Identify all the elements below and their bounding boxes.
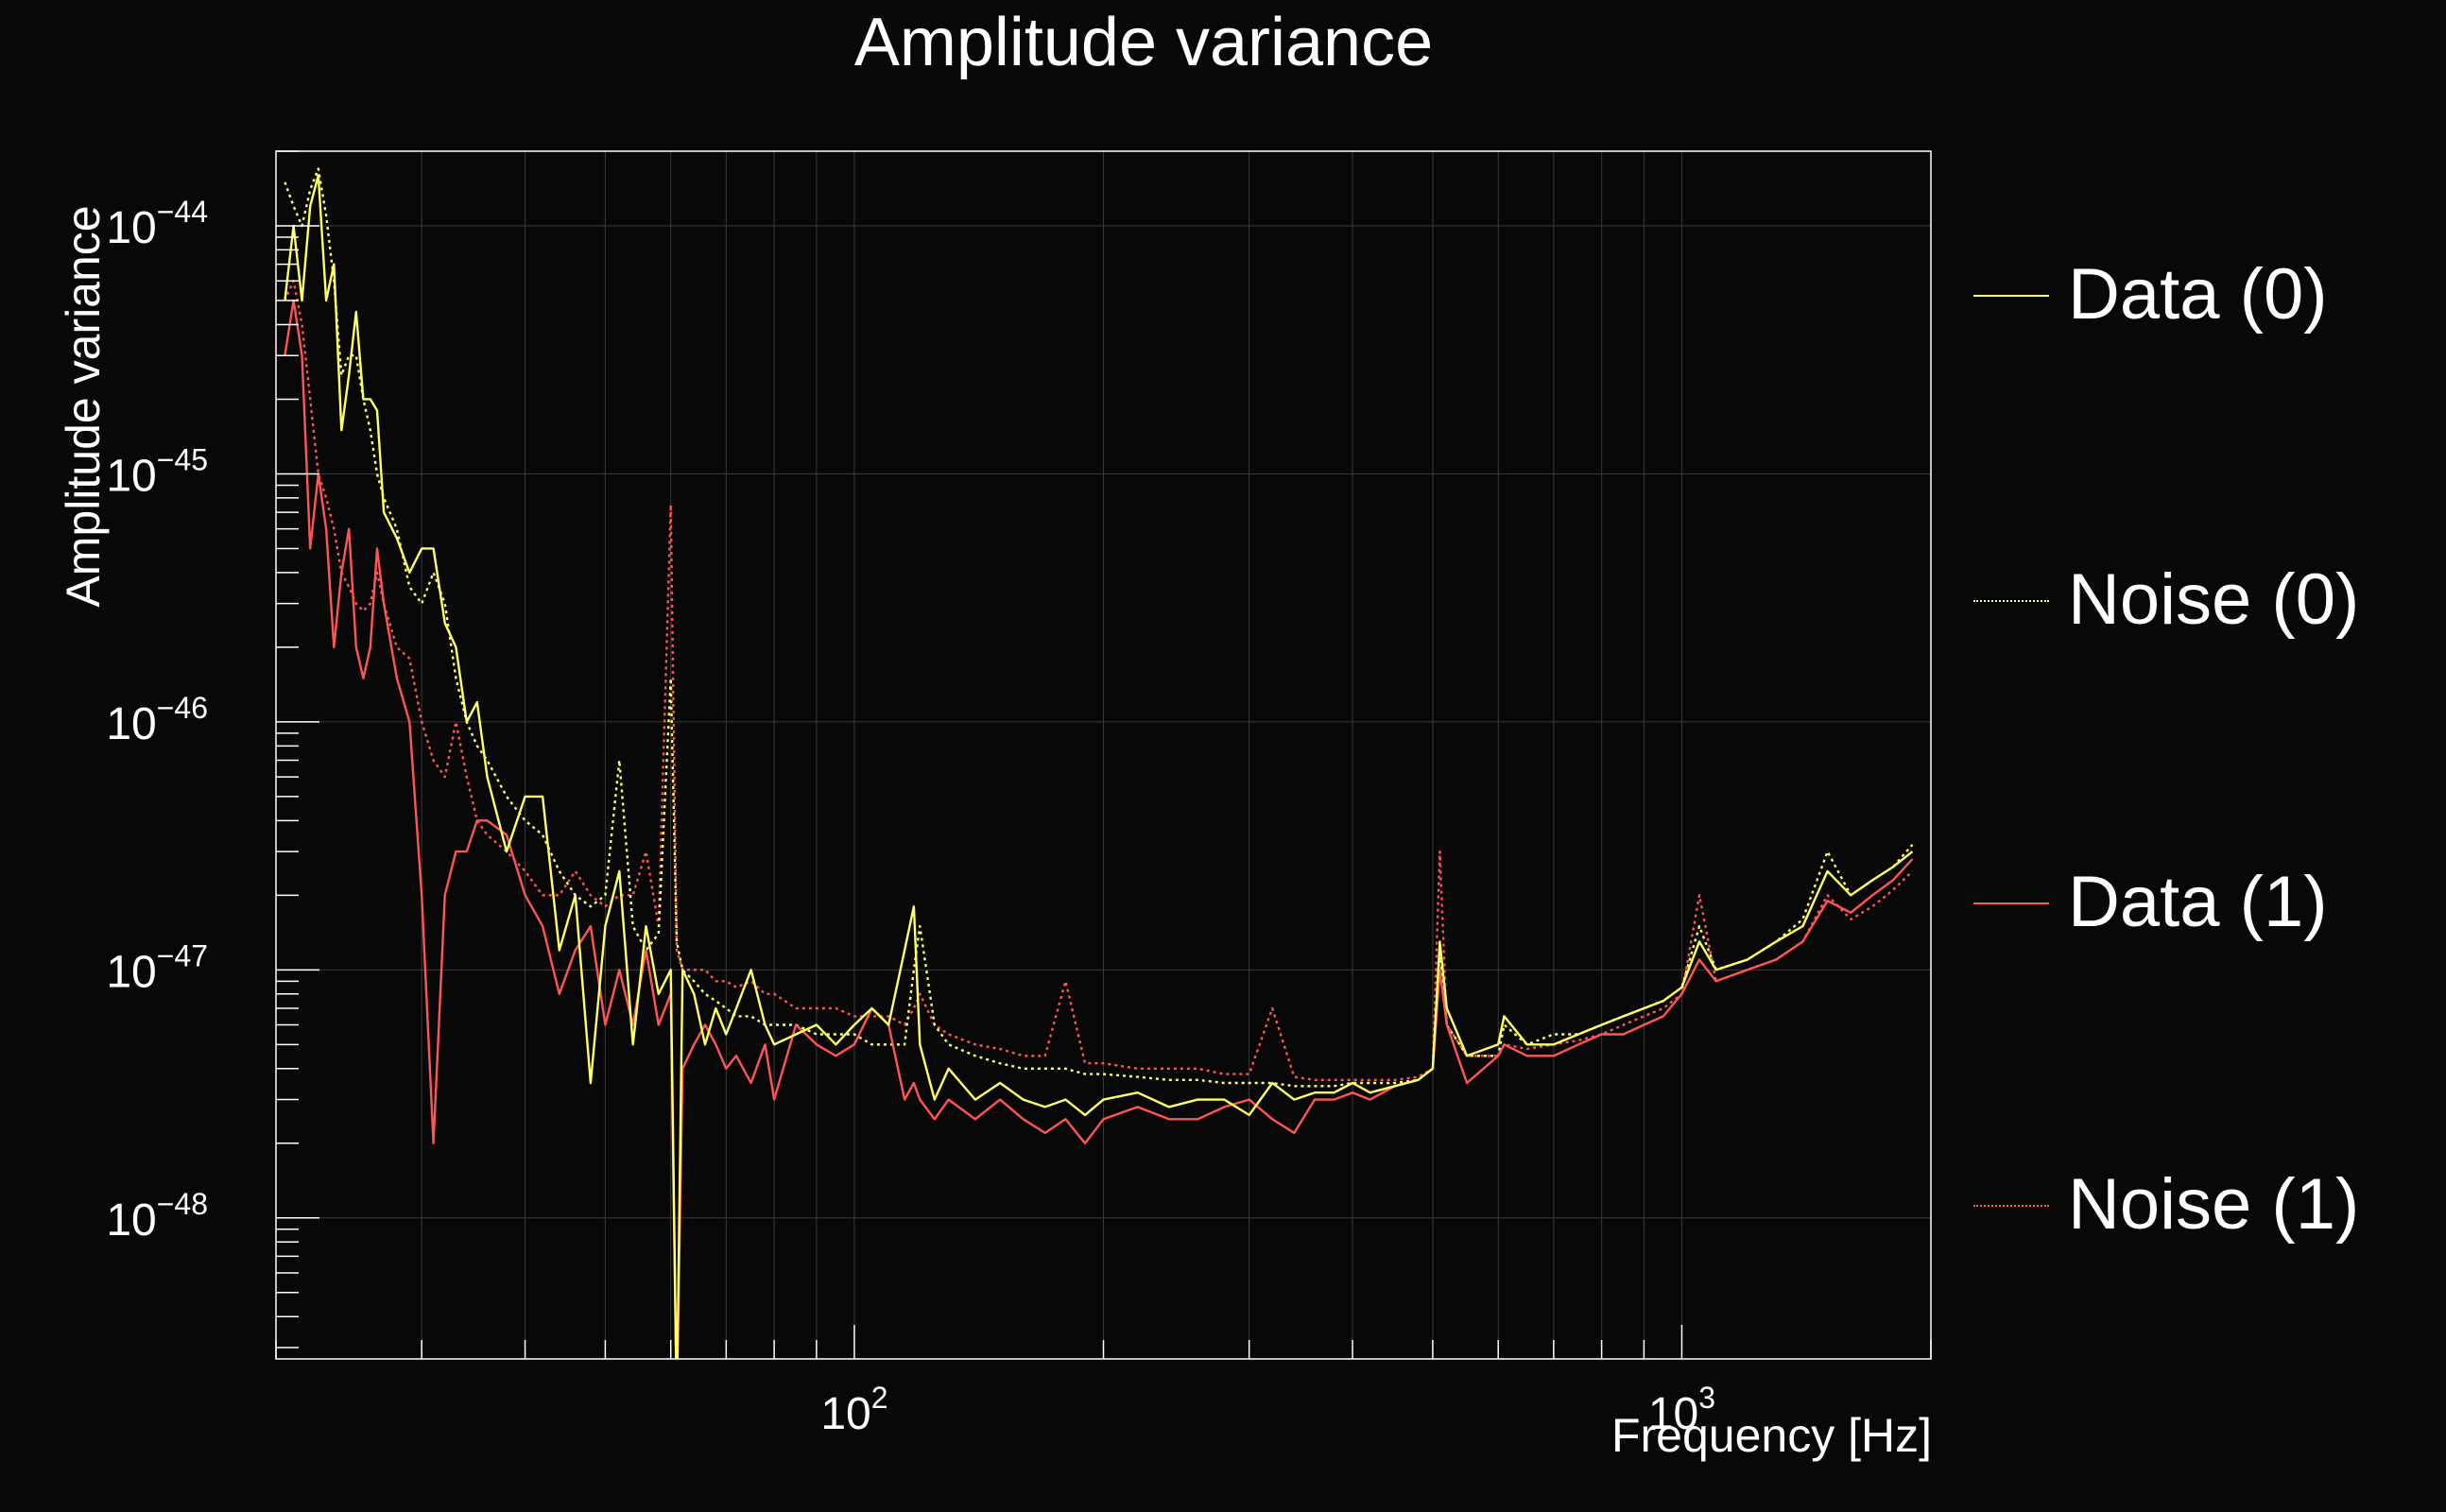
chart-title: Amplitude variance bbox=[853, 5, 1434, 80]
y-tick-label: 10−48 bbox=[106, 1187, 208, 1246]
legend-label-noise-1: Noise (1) bbox=[2068, 1164, 2360, 1245]
legend-swatch-noise-0 bbox=[1973, 600, 2049, 602]
series-layer bbox=[284, 167, 1914, 1359]
x-tick-label: 102 bbox=[820, 1381, 887, 1439]
x-axis-label: Frequency [Hz] bbox=[1611, 1409, 1932, 1462]
y-tick-label: 10−44 bbox=[106, 195, 208, 253]
legend-item-data-1: Data (1) bbox=[1973, 846, 2427, 959]
y-tick-label: 10−45 bbox=[106, 442, 208, 501]
legend-swatch-data-0 bbox=[1973, 295, 2049, 297]
legend-swatch-noise-1 bbox=[1973, 1205, 2049, 1207]
y-axis-label: Amplitude variance bbox=[57, 205, 110, 608]
y-tick-label: 10−47 bbox=[106, 938, 208, 997]
legend-item-noise-1: Noise (1) bbox=[1973, 1148, 2427, 1262]
x-tick-label: 103 bbox=[1648, 1381, 1715, 1439]
legend-label-data-0: Data (0) bbox=[2068, 254, 2328, 335]
series-line-data-0 bbox=[284, 174, 1914, 1359]
legend-item-noise-0: Noise (0) bbox=[1973, 543, 2427, 657]
legend-label-data-1: Data (1) bbox=[2068, 862, 2328, 942]
y-tick-label: 10−46 bbox=[106, 691, 208, 749]
legend-label-noise-0: Noise (0) bbox=[2068, 559, 2360, 640]
legend-swatch-data-1 bbox=[1973, 902, 2049, 904]
axes: 10−44 10−45 10−46 10−47 10−48 102 103 bbox=[106, 150, 1932, 1439]
legend-item-data-0: Data (0) bbox=[1973, 238, 2427, 352]
